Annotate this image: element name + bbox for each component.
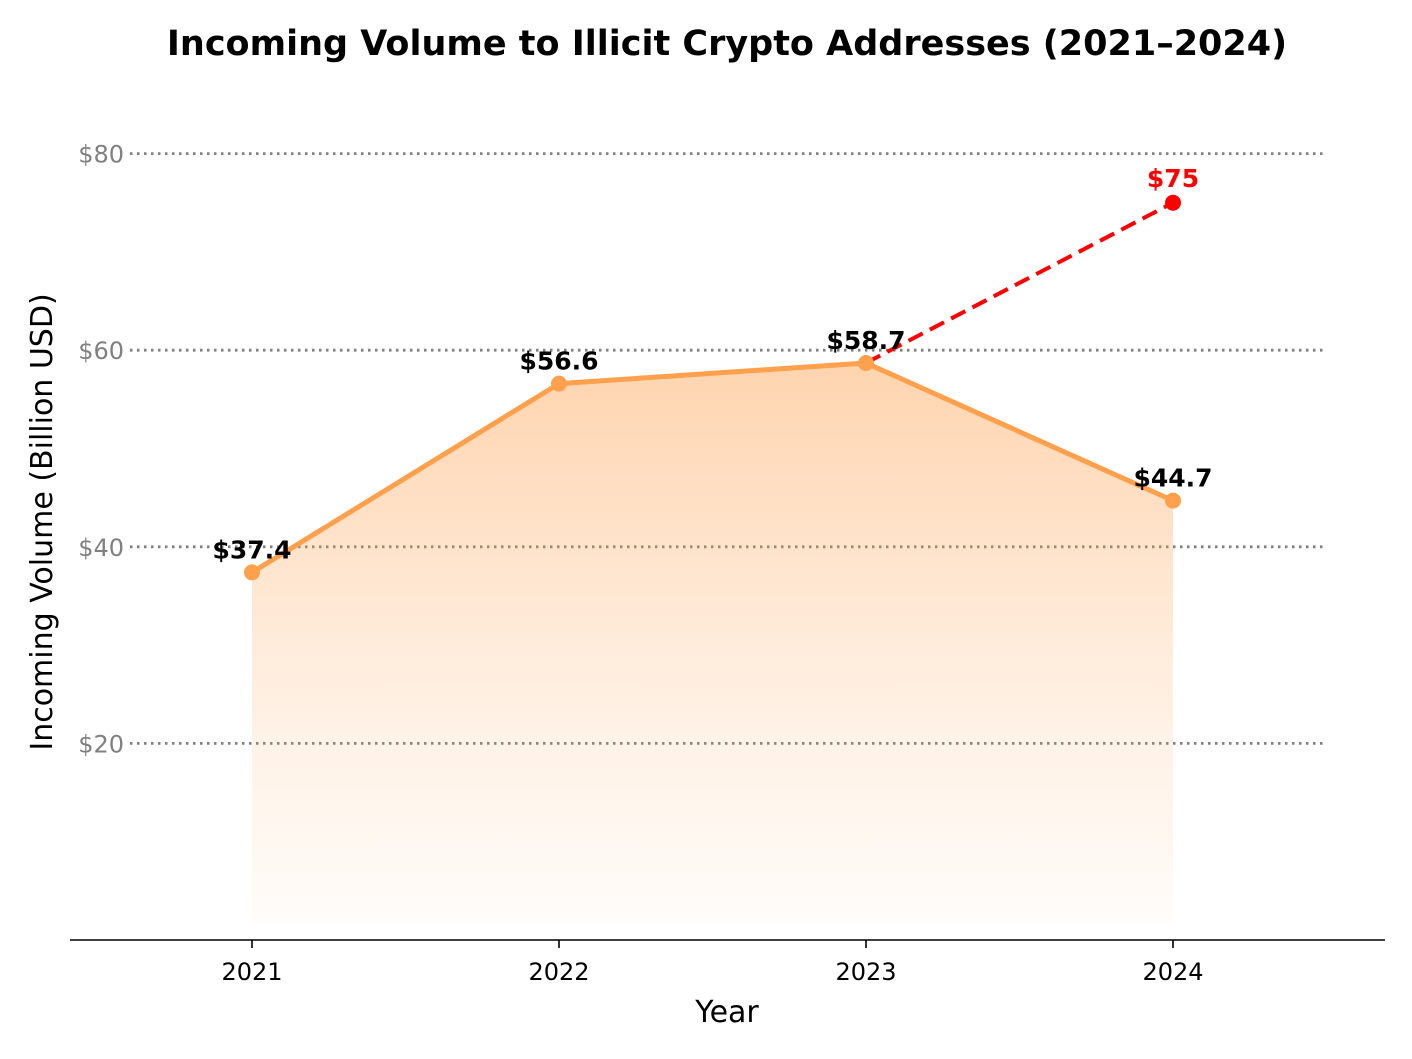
y-tick-labels: $20 $40 $60 $80: [78, 141, 124, 759]
area-under-line: [252, 362, 1173, 922]
series-line-volume: [249, 360, 1176, 575]
data-label: $37.4: [212, 535, 291, 564]
series-lines: [249, 200, 1176, 575]
chart-title: Incoming Volume to Illicit Crypto Addres…: [167, 24, 1287, 64]
y-tick-label: $80: [78, 141, 124, 169]
y-axis-label: Incoming Volume (Billion USD): [25, 293, 60, 750]
x-tick-label: 2021: [221, 958, 282, 986]
x-tick-label: 2023: [835, 958, 896, 986]
data-points: [244, 194, 1181, 581]
y-tick-label: $60: [78, 337, 124, 365]
y-tick-label: $20: [78, 730, 124, 758]
data-label: $44.7: [1133, 464, 1212, 493]
y-tick-label: $40: [78, 534, 124, 562]
data-label: $58.7: [826, 326, 905, 355]
x-tick-label: 2022: [528, 958, 589, 986]
data-point: [1165, 492, 1181, 509]
data-labels: $37.4 $56.6 $58.7 $44.7 $75: [212, 164, 1212, 565]
series-line-projected: [865, 200, 1174, 365]
x-tick-label: 2024: [1142, 958, 1203, 986]
x-ticks: 2021 2022 2023 2024: [221, 940, 1204, 986]
data-label: $56.6: [519, 347, 598, 376]
data-point: [858, 354, 874, 371]
x-axis-label: Year: [694, 995, 759, 1030]
data-point: [244, 564, 260, 581]
data-point: [551, 375, 567, 392]
data-point-projected: [1165, 194, 1181, 211]
data-label-projected: $75: [1147, 164, 1199, 193]
area-fill: [252, 362, 1173, 922]
